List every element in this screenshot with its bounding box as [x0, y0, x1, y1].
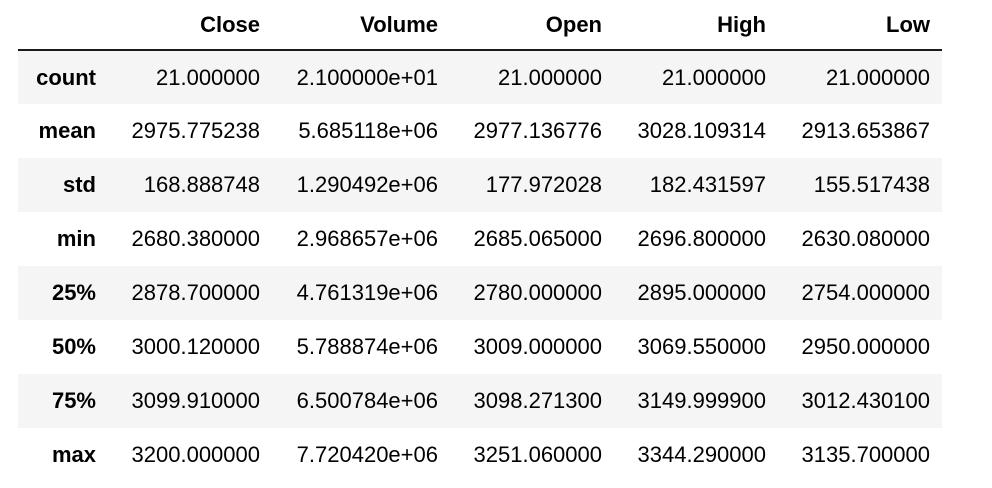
- header-index: [18, 0, 108, 51]
- cell-high: 21.000000: [662, 64, 766, 90]
- cell-low: 2913.653867: [801, 118, 930, 143]
- cell-volume: 2.968657e+06: [296, 226, 438, 251]
- cell-low: 155.517438: [813, 172, 930, 197]
- cell-close: 2878.700000: [131, 280, 260, 305]
- cell-close: 2975.775238: [131, 118, 260, 143]
- describe-table: Close Volume Open High Low count 21.0000…: [18, 0, 942, 482]
- header-row: Close Volume Open High Low: [18, 0, 942, 51]
- table-row: min 2680.380000 2.968657e+06 2685.065000…: [18, 212, 942, 266]
- row-label: 50%: [51, 334, 96, 359]
- cell-low: 2754.000000: [801, 280, 930, 305]
- table-row: 25% 2878.700000 4.761319e+06 2780.000000…: [18, 266, 942, 320]
- cell-open: 2977.136776: [473, 118, 602, 143]
- cell-open: 21.000000: [498, 64, 602, 90]
- cell-high: 3069.550000: [637, 334, 766, 359]
- cell-high: 3344.290000: [637, 442, 766, 467]
- row-label: 75%: [51, 388, 96, 413]
- cell-high: 182.431597: [649, 172, 766, 197]
- table-header: Close Volume Open High Low: [18, 0, 942, 51]
- cell-close: 3099.910000: [131, 388, 260, 413]
- cell-low: 3012.430100: [801, 388, 930, 413]
- cell-volume: 7.720420e+06: [296, 442, 438, 467]
- dataframe-output: Close Volume Open High Low count 21.0000…: [18, 0, 942, 482]
- header-high: High: [614, 0, 778, 51]
- table-body: count 21.000000 2.100000e+01 21.000000 2…: [18, 50, 942, 482]
- table-row: count 21.000000 2.100000e+01 21.000000 2…: [18, 50, 942, 104]
- cell-low: 3135.700000: [801, 442, 930, 467]
- row-label: max: [51, 442, 96, 467]
- table-row: 75% 3099.910000 6.500784e+06 3098.271300…: [18, 374, 942, 428]
- row-label: std: [63, 172, 96, 197]
- cell-volume: 6.500784e+06: [296, 388, 438, 413]
- cell-open: 177.972028: [485, 172, 602, 197]
- cell-close: 168.888748: [143, 172, 260, 197]
- cell-low: 2630.080000: [801, 226, 930, 251]
- header-close: Close: [108, 0, 272, 51]
- cell-volume: 5.788874e+06: [296, 334, 438, 359]
- cell-volume: 4.761319e+06: [296, 280, 438, 305]
- cell-open: 3098.271300: [473, 388, 602, 413]
- cell-high: 3149.999900: [637, 388, 766, 413]
- cell-close: 3000.120000: [131, 334, 260, 359]
- cell-open: 2780.000000: [473, 280, 602, 305]
- row-label: count: [36, 64, 96, 90]
- cell-low: 2950.000000: [801, 334, 930, 359]
- row-label: mean: [38, 118, 96, 143]
- table-row: 50% 3000.120000 5.788874e+06 3009.000000…: [18, 320, 942, 374]
- cell-low: 21.000000: [826, 64, 930, 90]
- cell-open: 3251.060000: [473, 442, 602, 467]
- table-row: max 3200.000000 7.720420e+06 3251.060000…: [18, 428, 942, 482]
- row-label: min: [56, 226, 96, 251]
- cell-close: 2680.380000: [131, 226, 260, 251]
- header-low: Low: [778, 0, 942, 51]
- row-label: 25%: [51, 280, 96, 305]
- cell-close: 21.000000: [156, 64, 260, 90]
- cell-high: 2696.800000: [637, 226, 766, 251]
- cell-volume: 2.100000e+01: [296, 64, 438, 90]
- cell-volume: 5.685118e+06: [298, 118, 438, 143]
- header-volume: Volume: [272, 0, 450, 51]
- header-open: Open: [450, 0, 614, 51]
- table-row: std 168.888748 1.290492e+06 177.972028 1…: [18, 158, 942, 212]
- cell-high: 3028.109314: [637, 118, 766, 143]
- cell-volume: 1.290492e+06: [296, 172, 438, 197]
- table-row: mean 2975.775238 5.685118e+06 2977.13677…: [18, 104, 942, 158]
- cell-high: 2895.000000: [637, 280, 766, 305]
- cell-open: 2685.065000: [473, 226, 602, 251]
- cell-close: 3200.000000: [131, 442, 260, 467]
- cell-open: 3009.000000: [473, 334, 602, 359]
